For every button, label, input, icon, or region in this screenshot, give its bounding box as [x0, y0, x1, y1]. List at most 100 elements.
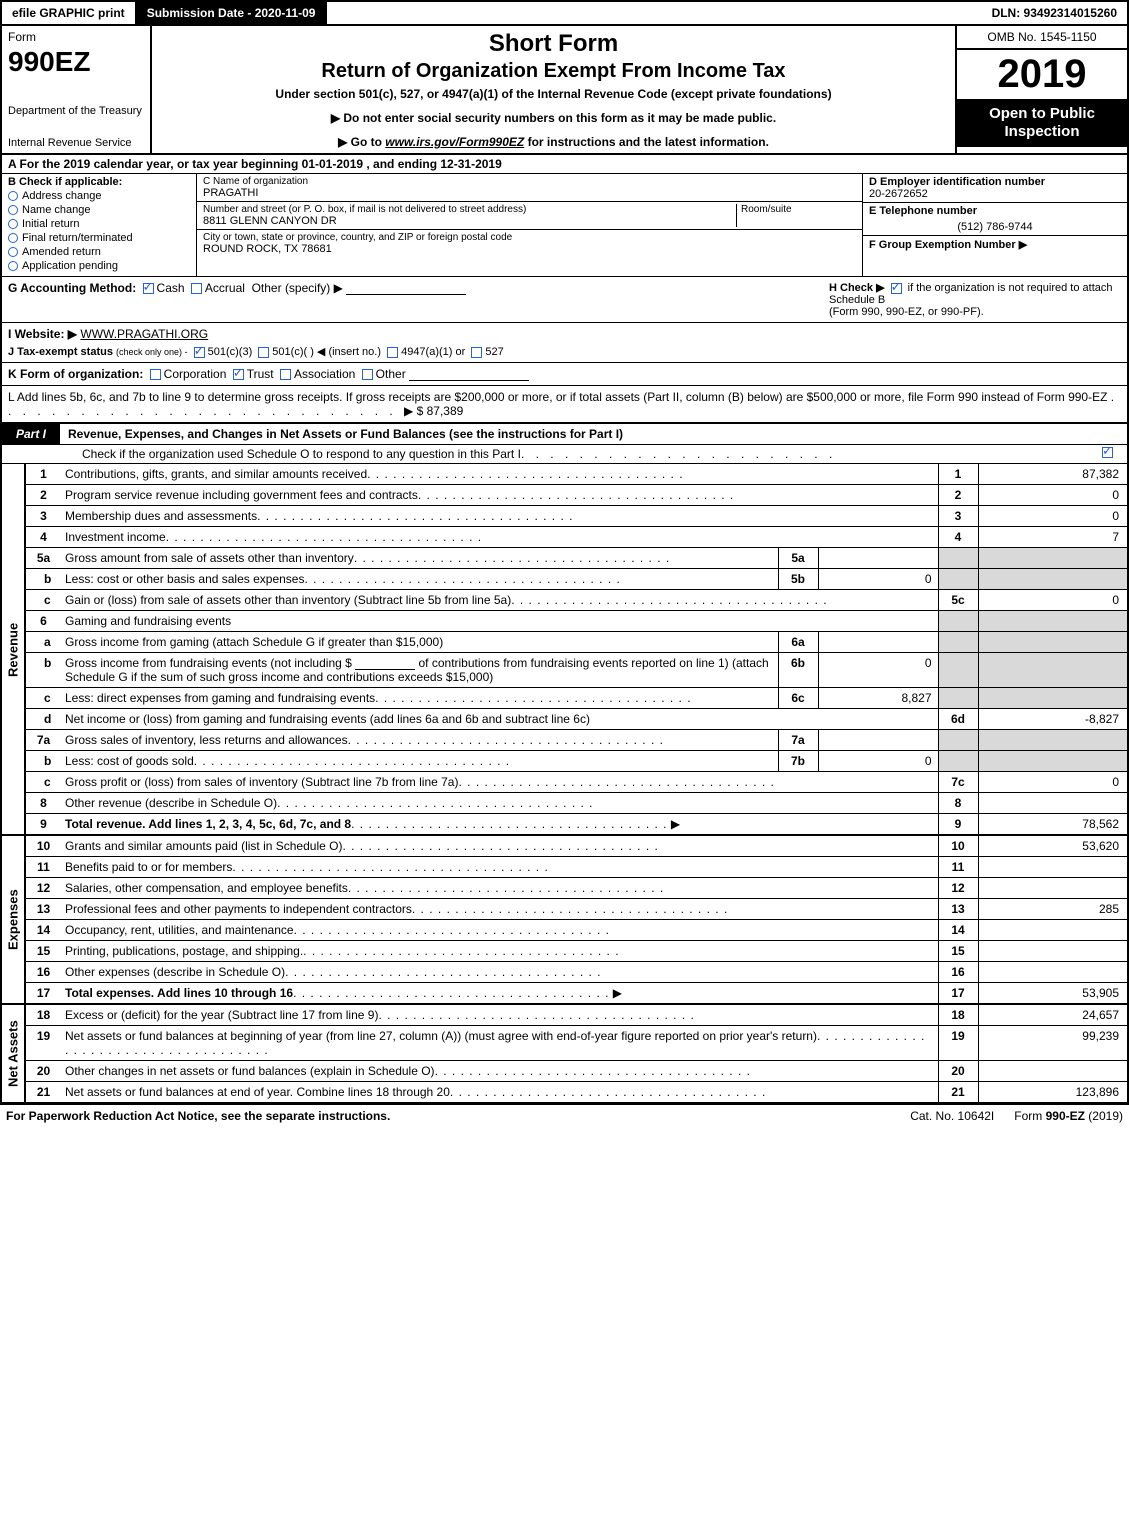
shade-amt-6a	[978, 632, 1128, 653]
chk-other-org[interactable]	[362, 369, 373, 380]
ln-3: 3	[25, 506, 61, 527]
ref-19: 19	[938, 1026, 978, 1061]
subref-6a: 6a	[778, 632, 818, 653]
shade-amt-5a	[978, 548, 1128, 569]
website-label: I Website: ▶	[8, 327, 77, 341]
shade-amt-6	[978, 611, 1128, 632]
ln-9: 9	[25, 814, 61, 836]
desc-3: Membership dues and assessments	[65, 509, 257, 523]
shade-5a	[938, 548, 978, 569]
header-center: Short Form Return of Organization Exempt…	[152, 26, 957, 153]
ein-value: 20-2672652	[869, 188, 928, 200]
notice-ssn: ▶ Do not enter social security numbers o…	[160, 111, 947, 125]
ln-18: 18	[25, 1004, 61, 1026]
chk-amended-return[interactable]: Amended return	[8, 246, 190, 258]
accrual-label: Accrual	[205, 281, 245, 295]
chk-accrual[interactable]	[191, 283, 202, 294]
amt-5c: 0	[978, 590, 1128, 611]
org-name-label: C Name of organization	[203, 176, 856, 187]
group-exemption-row: F Group Exemption Number ▶	[863, 236, 1127, 276]
opt-corp: Corporation	[164, 367, 227, 381]
ln-6: 6	[25, 611, 61, 632]
dept-irs: Internal Revenue Service	[8, 137, 144, 149]
row-7c: c Gross profit or (loss) from sales of i…	[1, 772, 1128, 793]
desc-11: Benefits paid to or for members	[65, 860, 232, 874]
amt-18: 24,657	[978, 1004, 1128, 1026]
chk-association[interactable]	[280, 369, 291, 380]
chk-address-change[interactable]: Address change	[8, 190, 190, 202]
page-footer: For Paperwork Reduction Act Notice, see …	[0, 1104, 1129, 1127]
line-j-sub: (check only one) -	[116, 347, 188, 357]
desc-6: Gaming and fundraising events	[65, 614, 231, 628]
other-blank[interactable]	[346, 283, 466, 295]
ref-7c: 7c	[938, 772, 978, 793]
chk-trust[interactable]	[233, 369, 244, 380]
chk-cash[interactable]	[143, 283, 154, 294]
desc-8: Other revenue (describe in Schedule O)	[65, 796, 277, 810]
chk-527[interactable]	[471, 347, 482, 358]
efile-print-button[interactable]: efile GRAPHIC print	[2, 2, 137, 24]
city-label: City or town, state or province, country…	[203, 232, 856, 243]
ein-row: D Employer identification number 20-2672…	[863, 174, 1127, 203]
goto-link[interactable]: www.irs.gov/Form990EZ	[385, 135, 524, 149]
amt-9: 78,562	[978, 814, 1128, 836]
opt-other: Other	[376, 367, 406, 381]
section-c: C Name of organization PRAGATHI Number a…	[197, 174, 862, 276]
ln-4: 4	[25, 527, 61, 548]
ref-17: 17	[938, 983, 978, 1005]
row-13: 13 Professional fees and other payments …	[1, 899, 1128, 920]
header-right: OMB No. 1545-1150 2019 Open to Public In…	[957, 26, 1127, 153]
ref-4: 4	[938, 527, 978, 548]
chk-final-return[interactable]: Final return/terminated	[8, 232, 190, 244]
chk-application-pending[interactable]: Application pending	[8, 260, 190, 272]
group-exemption-label: F Group Exemption Number ▶	[869, 239, 1027, 251]
chk-schedule-o[interactable]	[1102, 447, 1113, 458]
accounting-label: G Accounting Method:	[8, 281, 136, 295]
notice-goto: ▶ Go to www.irs.gov/Form990EZ for instru…	[160, 135, 947, 149]
part-1-title: Revenue, Expenses, and Changes in Net As…	[68, 427, 623, 441]
shade-6	[938, 611, 978, 632]
chk-501c3[interactable]	[194, 347, 205, 358]
org-city-row: City or town, state or province, country…	[197, 230, 862, 257]
chk-corporation[interactable]	[150, 369, 161, 380]
shade-7a	[938, 730, 978, 751]
other-org-blank[interactable]	[409, 369, 529, 381]
subval-6a	[818, 632, 938, 653]
website-value[interactable]: WWW.PRAGATHI.ORG	[80, 327, 208, 341]
ref-13: 13	[938, 899, 978, 920]
chk-501c[interactable]	[258, 347, 269, 358]
org-name-row: C Name of organization PRAGATHI	[197, 174, 862, 202]
tax-year: 2019	[957, 50, 1127, 99]
row-1: Revenue 1 Contributions, gifts, grants, …	[1, 464, 1128, 485]
ln-19: 19	[25, 1026, 61, 1061]
desc-16: Other expenses (describe in Schedule O)	[65, 965, 285, 979]
line-k-label: K Form of organization:	[8, 367, 143, 381]
cash-label: Cash	[157, 281, 185, 295]
row-17: 17 Total expenses. Add lines 10 through …	[1, 983, 1128, 1005]
line-g: G Accounting Method: Cash Accrual Other …	[8, 281, 821, 295]
chk-name-change[interactable]: Name change	[8, 204, 190, 216]
section-def: D Employer identification number 20-2672…	[862, 174, 1127, 276]
subref-7b: 7b	[778, 751, 818, 772]
line-j-label: J Tax-exempt status	[8, 346, 113, 358]
chk-4947[interactable]	[387, 347, 398, 358]
shade-amt-7b	[978, 751, 1128, 772]
opt-assoc: Association	[294, 367, 355, 381]
row-9: 9 Total revenue. Add lines 1, 2, 3, 4, 5…	[1, 814, 1128, 836]
amt-19: 99,239	[978, 1026, 1128, 1061]
shade-amt-6c	[978, 688, 1128, 709]
line-h-sub: (Form 990, 990-EZ, or 990-PF).	[829, 306, 984, 318]
chk-initial-return[interactable]: Initial return	[8, 218, 190, 230]
chk-schedule-b[interactable]	[891, 283, 902, 294]
shade-amt-6b	[978, 653, 1128, 688]
desc-2: Program service revenue including govern…	[65, 488, 418, 502]
desc-18: Excess or (deficit) for the year (Subtra…	[65, 1008, 378, 1022]
desc-7c: Gross profit or (loss) from sales of inv…	[65, 775, 458, 789]
ref-6d: 6d	[938, 709, 978, 730]
ln-7c: c	[25, 772, 61, 793]
contrib-blank[interactable]	[355, 658, 415, 670]
submission-date-button[interactable]: Submission Date - 2020-11-09	[137, 2, 328, 24]
city-value: ROUND ROCK, TX 78681	[203, 243, 856, 255]
opt-4947: 4947(a)(1) or	[401, 346, 465, 358]
row-21: 21 Net assets or fund balances at end of…	[1, 1082, 1128, 1104]
